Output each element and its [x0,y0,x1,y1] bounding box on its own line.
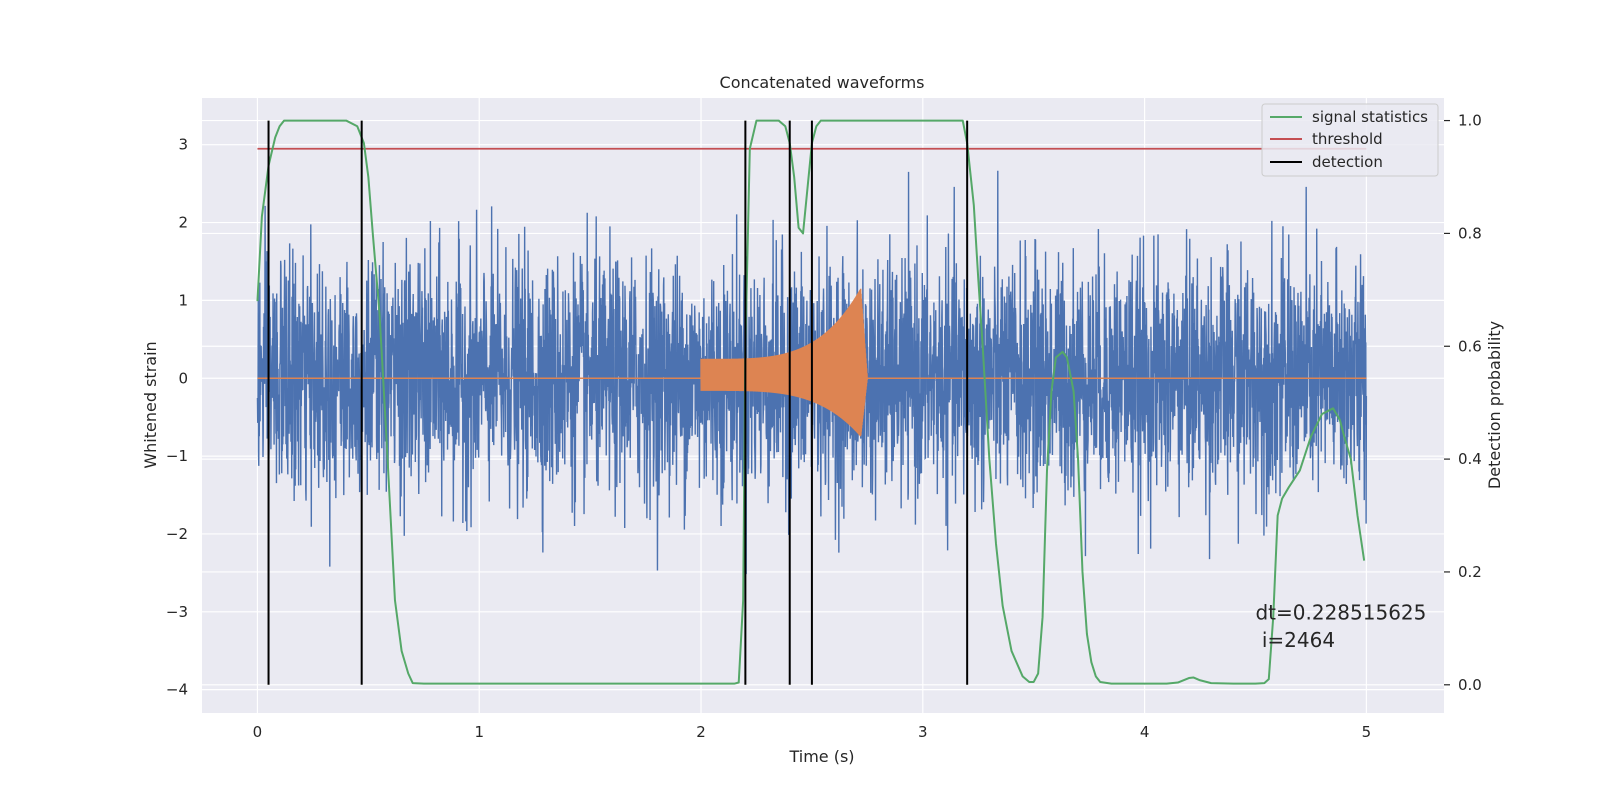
template-line [257,288,1367,437]
left-y-tick-label: 2 [178,214,188,232]
signal-statistics-line [256,119,1366,685]
x-tick-label: 4 [1140,723,1150,741]
legend-label-threshold: threshold [1312,130,1383,148]
left-y-tick-label: −4 [166,681,188,699]
x-tick-label: 3 [918,723,928,741]
right-y-tick-label: 0.4 [1458,450,1482,468]
left-y-tick-label: −3 [166,603,188,621]
chart-title: Concatenated waveforms [720,73,925,92]
detection-series [267,120,969,685]
right-y-tick-label: 0.2 [1458,563,1482,581]
left-y-tick-label: −2 [166,525,188,543]
annotation-dt: dt=0.228515625 [1255,601,1426,625]
right-y-axis-label: Detection probability [1485,321,1504,489]
legend: signal statistics threshold detection [1261,103,1439,177]
left-y-tick-label: 0 [178,369,188,387]
left-y-tick-label: −1 [166,447,188,465]
legend-box [1261,103,1439,177]
right-y-tick-label: 0.6 [1458,337,1482,355]
left-y-axis-label: Whitened strain [141,341,160,468]
legend-label-detection: detection [1312,153,1383,171]
signal-statistics-series [256,119,1366,685]
right-y-tick-label: 0.0 [1458,676,1482,694]
x-axis-ticks: 0 1 2 3 4 5 [253,723,1371,741]
legend-label-signal-statistics: signal statistics [1312,108,1428,126]
left-y-tick-label: 1 [178,291,188,309]
right-y-tick-label: 0.8 [1458,224,1482,242]
left-y-axis-ticks: −4 −3 −2 −1 0 1 2 3 [166,136,188,699]
left-y-tick-label: 3 [178,136,188,154]
x-axis-label: Time (s) [788,747,854,766]
right-y-tick-label: 1.0 [1458,112,1482,130]
x-tick-label: 0 [253,723,263,741]
x-tick-label: 1 [474,723,484,741]
x-tick-label: 5 [1362,723,1372,741]
template-series [257,288,1367,437]
right-y-axis-ticks: 0.0 0.2 0.4 0.6 0.8 1.0 [1444,112,1482,694]
x-tick-label: 2 [696,723,706,741]
annotation-index: i=2464 [1255,628,1335,652]
